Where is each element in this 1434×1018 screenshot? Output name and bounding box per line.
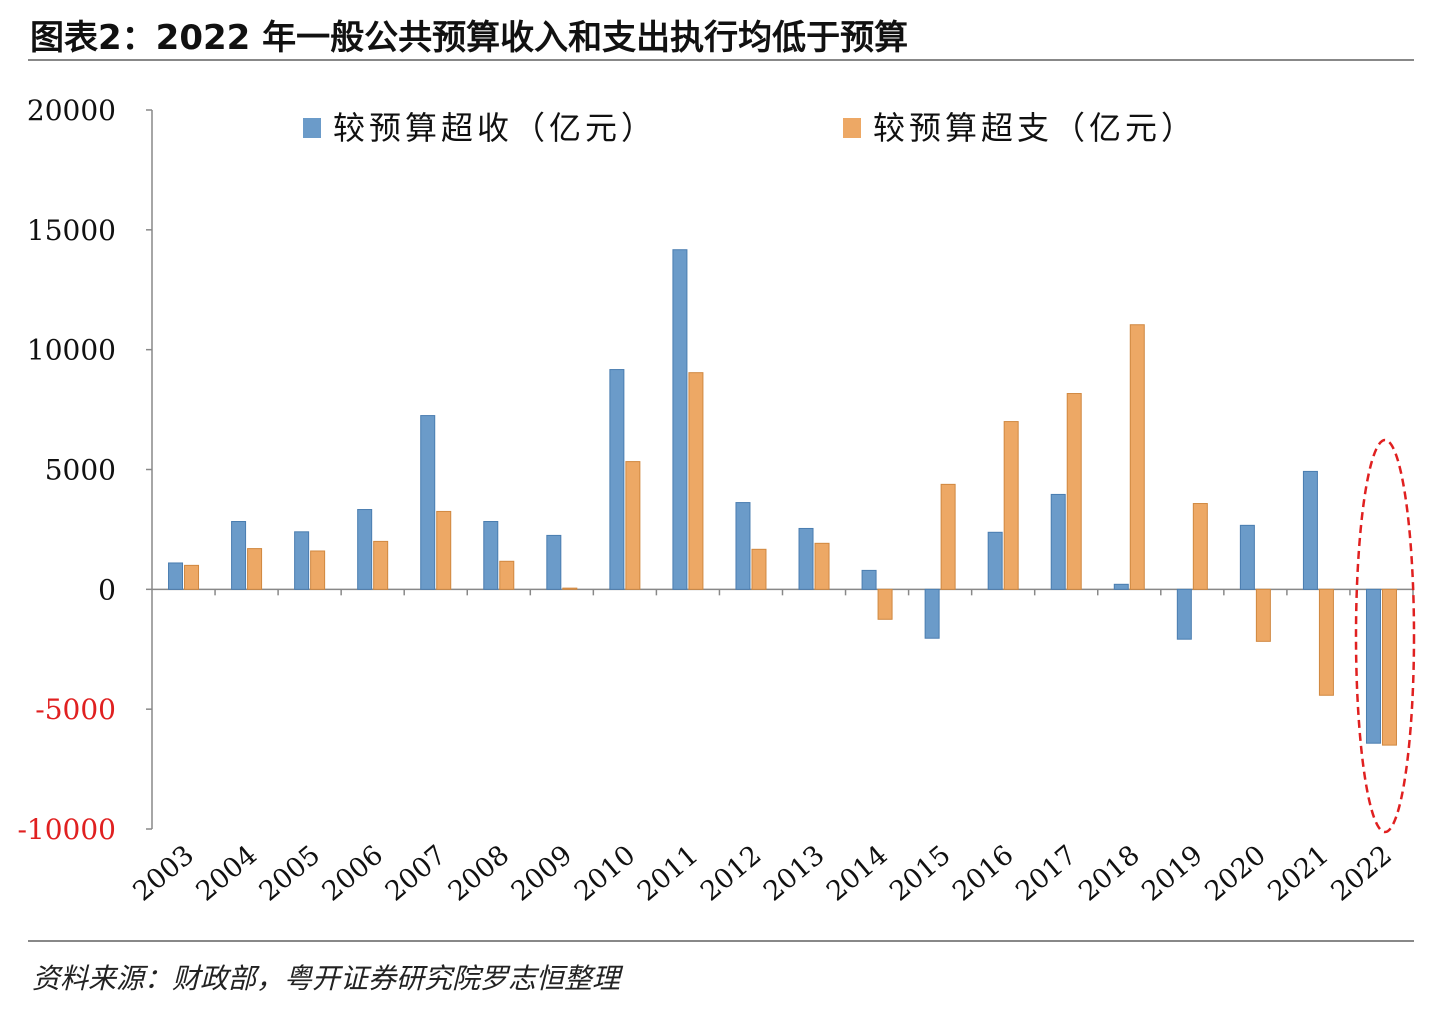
x-tick-label: 2015 (884, 840, 957, 908)
bar-revenue-2015 (924, 588, 940, 639)
bar-revenue-2007 (420, 415, 436, 590)
x-tick-label: 2013 (758, 840, 831, 908)
bar-revenue-2010 (609, 369, 625, 590)
bar-revenue-2016 (987, 531, 1003, 590)
x-tick-label: 2022 (1325, 840, 1398, 908)
x-tick-label: 2009 (506, 840, 579, 908)
bar-revenue-2003 (168, 562, 184, 590)
x-tick-label: 2014 (821, 840, 894, 908)
bar-revenue-2021 (1302, 470, 1318, 590)
x-tick-label: 2017 (1010, 840, 1083, 908)
x-tick-label: 2007 (380, 840, 453, 908)
bar-expenditure-2014 (877, 588, 893, 620)
chart-title: 图表2：2022 年一般公共预算收入和支出执行均低于预算 (30, 18, 909, 58)
bar-expenditure-2004 (247, 548, 263, 590)
bar-revenue-2017 (1050, 493, 1066, 590)
bar-revenue-2011 (672, 249, 688, 590)
bar-expenditure-2003 (184, 564, 200, 590)
x-tick-label: 2003 (127, 840, 200, 908)
bar-revenue-2013 (798, 527, 814, 590)
bar-expenditure-2012 (751, 548, 767, 590)
x-tick-label: 2021 (1262, 840, 1335, 908)
bar-expenditure-2022 (1381, 588, 1397, 746)
x-tick-label: 2016 (947, 840, 1020, 908)
x-tick-label: 2020 (1199, 840, 1272, 908)
x-tick-label: 2006 (317, 840, 390, 908)
x-tick-label: 2004 (191, 840, 264, 908)
bar-revenue-2020 (1239, 524, 1255, 590)
y-tick-label: 5000 (45, 454, 116, 487)
bar-expenditure-2008 (499, 560, 515, 590)
x-tick-label: 2018 (1073, 840, 1146, 908)
y-tick-label: -5000 (35, 693, 116, 726)
bar-expenditure-2017 (1066, 393, 1082, 590)
bar-expenditure-2009 (562, 587, 578, 590)
bar-revenue-2009 (546, 534, 562, 590)
bar-revenue-2005 (294, 531, 310, 590)
bar-expenditure-2020 (1255, 588, 1271, 642)
y-tick-label: 20000 (27, 94, 116, 127)
bar-expenditure-2005 (310, 550, 326, 590)
legend-label: 较预算超收（亿元） (333, 109, 657, 147)
legend-swatch (843, 118, 861, 138)
bar-expenditure-2006 (373, 540, 389, 590)
bar-expenditure-2015 (940, 483, 956, 590)
bar-expenditure-2013 (814, 542, 830, 590)
x-tick-label: 2011 (632, 840, 705, 908)
x-tick-label: 2008 (443, 840, 516, 908)
bar-revenue-2004 (231, 521, 247, 590)
x-tick-label: 2019 (1136, 840, 1209, 908)
x-tick-label: 2010 (569, 840, 642, 908)
bar-expenditure-2019 (1192, 503, 1208, 590)
bar-revenue-2006 (357, 509, 373, 590)
bar-expenditure-2010 (625, 461, 641, 590)
bar-expenditure-2018 (1129, 324, 1145, 590)
bar-expenditure-2011 (688, 372, 704, 590)
legend-label: 较预算超支（亿元） (873, 109, 1197, 147)
y-tick-label: -10000 (17, 813, 116, 846)
y-tick-label: 10000 (27, 334, 116, 367)
title-divider (28, 59, 1414, 61)
y-tick-label: 15000 (27, 214, 116, 247)
bar-revenue-2022 (1365, 588, 1381, 744)
highlight-ellipse (1354, 438, 1416, 834)
source-note: 资料来源：财政部，粤开证券研究院罗志恒整理 (32, 962, 621, 995)
bar-revenue-2014 (861, 569, 877, 590)
bar-revenue-2012 (735, 502, 751, 590)
bar-expenditure-2007 (436, 510, 452, 590)
bar-revenue-2018 (1113, 583, 1129, 590)
x-tick-label: 2012 (695, 840, 768, 908)
bar-expenditure-2021 (1318, 588, 1334, 696)
bar-revenue-2008 (483, 521, 499, 590)
bar-revenue-2019 (1176, 588, 1192, 640)
bar-expenditure-2016 (1003, 421, 1019, 590)
source-divider (28, 940, 1414, 942)
legend-swatch (303, 118, 321, 138)
x-tick-label: 2005 (254, 840, 327, 908)
y-tick-label: 0 (98, 573, 116, 606)
